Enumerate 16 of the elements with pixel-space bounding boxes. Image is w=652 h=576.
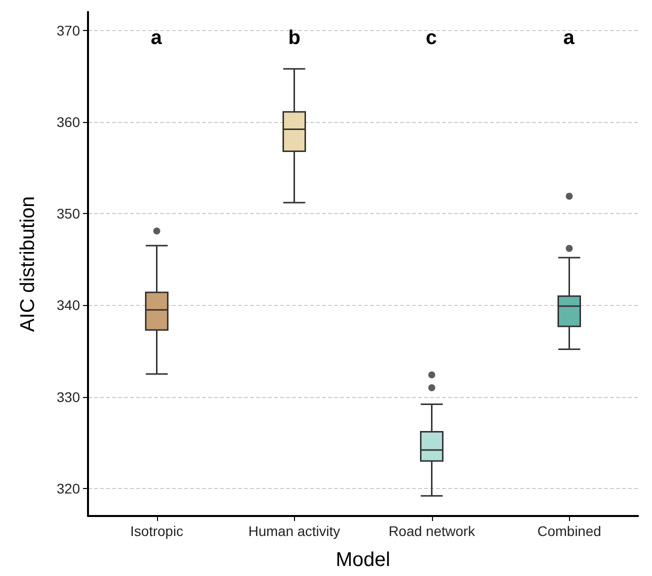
x-tick-label: Isotropic — [130, 523, 184, 539]
x-axis-title: Model — [336, 549, 390, 571]
y-tick-label: 330 — [56, 388, 80, 405]
y-tick-label: 350 — [56, 206, 80, 222]
annotation: b — [288, 27, 300, 49]
x-tick-label: Road network — [388, 523, 476, 539]
annotation: a — [563, 27, 576, 49]
x-tick-label: Combined — [537, 523, 602, 539]
y-tick-label: 340 — [56, 297, 80, 314]
annotation: a — [150, 27, 163, 49]
y-tick-label: 370 — [56, 22, 80, 38]
y-axis-title: AIC distribution — [17, 196, 39, 332]
y-tick-label: 320 — [56, 480, 80, 497]
y-tick-label: 360 — [56, 114, 80, 130]
annotation: c — [426, 27, 437, 49]
x-tick-label: Human activity — [248, 523, 340, 539]
